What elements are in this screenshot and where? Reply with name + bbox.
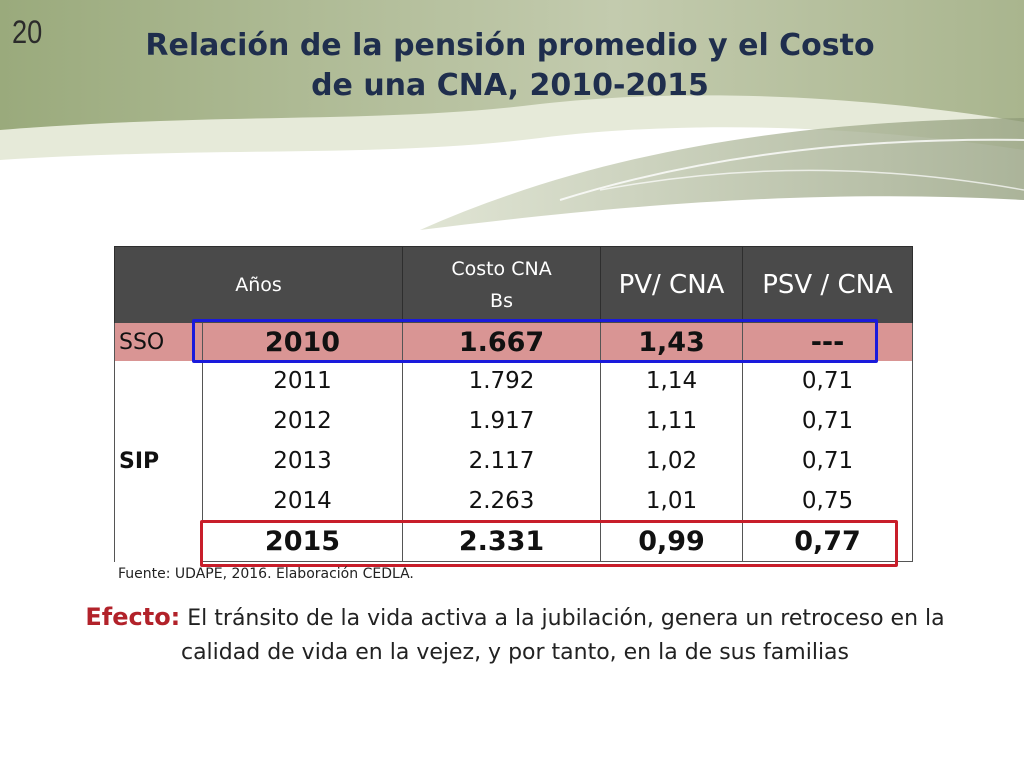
cell-pv-cna: 1,02 — [600, 441, 744, 481]
cell-cost: 1.792 — [402, 361, 602, 401]
group-label-sso: SSO — [114, 323, 203, 361]
table-row: 2015 2.331 0,99 0,77 — [115, 521, 914, 562]
cell-pv-cna: 1,11 — [600, 401, 744, 441]
group-label-sip: SIP — [114, 361, 203, 562]
table-row: SIP 2011 1.792 1,14 0,71 — [114, 361, 914, 562]
cell-pv-cna: 1,14 — [600, 361, 744, 401]
cell-year: 2014 — [201, 481, 404, 521]
table-row: 2013 2.117 1,02 0,71 — [115, 441, 914, 481]
table-header-row: Años Costo CNA Bs PV/ CNA PSV / CNA — [113, 246, 914, 323]
cell-cost: 1.917 — [402, 401, 602, 441]
cell-psv-cna: 0,71 — [742, 441, 914, 481]
col-header-years: Años — [113, 246, 404, 323]
highlight-box-2010 — [192, 319, 878, 363]
cell-psv-cna: 0,77 — [742, 521, 914, 562]
col-header-psv-cna: PSV / CNA — [742, 246, 914, 323]
cell-cost: 1.667 — [402, 323, 602, 361]
highlight-box-2015 — [200, 520, 898, 567]
cell-year: 2015 — [201, 521, 404, 562]
effect-text: El tránsito de la vida activa a la jubil… — [180, 606, 945, 665]
cell-year: 2010 — [201, 323, 404, 361]
cell-cost: 2.331 — [402, 521, 602, 562]
slide-number: 20 — [12, 14, 43, 50]
source-note: Fuente: UDAPE, 2016. Elaboración CEDLA. — [118, 566, 414, 582]
table-row: SSO 2010 1.667 1,43 --- — [114, 323, 914, 361]
header-wave-background — [0, 0, 1024, 230]
cell-year: 2013 — [201, 441, 404, 481]
cell-year: 2012 — [201, 401, 404, 441]
effect-label: Efecto: — [85, 603, 181, 631]
effect-paragraph: Efecto: El tránsito de la vida activa a … — [60, 600, 970, 670]
col-header-cost: Costo CNA Bs — [402, 246, 602, 323]
table-row: 2014 2.263 1,01 0,75 — [115, 481, 914, 521]
pension-cost-table: Años Costo CNA Bs PV/ CNA PSV / CNA SSO … — [113, 246, 914, 562]
cell-cost: 2.117 — [402, 441, 602, 481]
col-header-cost-line2: Bs — [490, 290, 513, 312]
title-line-2: de una CNA, 2010-2015 — [311, 68, 709, 103]
col-header-cost-line1: Costo CNA — [451, 258, 552, 280]
cell-psv-cna: 0,71 — [742, 401, 914, 441]
cell-pv-cna: 1,01 — [600, 481, 744, 521]
page-title: Relación de la pensión promedio y el Cos… — [60, 26, 960, 106]
cell-psv-cna: 0,75 — [742, 481, 914, 521]
col-header-pv-cna: PV/ CNA — [600, 246, 744, 323]
cell-psv-cna: 0,71 — [742, 361, 914, 401]
cell-pv-cna: 0,99 — [600, 521, 744, 562]
title-line-1: Relación de la pensión promedio y el Cos… — [145, 28, 875, 63]
table-row: 2012 1.917 1,11 0,71 — [115, 401, 914, 441]
cell-psv-cna: --- — [742, 323, 914, 361]
cell-year: 2011 — [201, 361, 404, 401]
cell-cost: 2.263 — [402, 481, 602, 521]
